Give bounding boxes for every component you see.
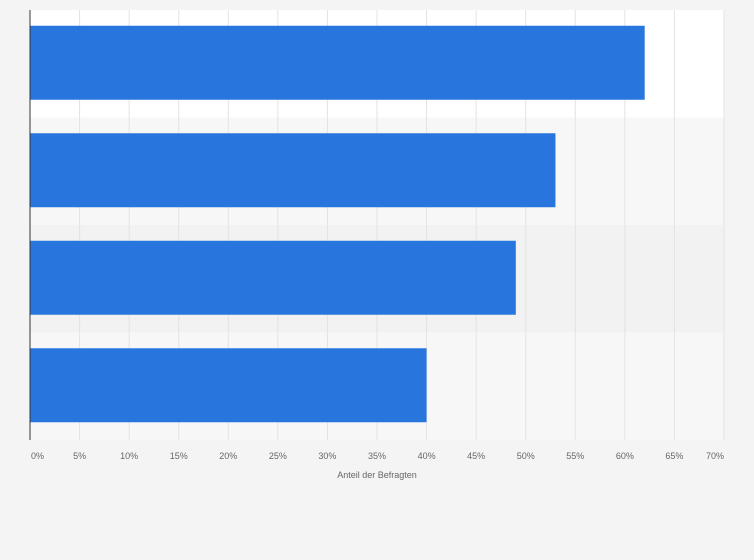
- bar[interactable]: [30, 348, 427, 423]
- x-tick-label: 60%: [616, 451, 634, 461]
- bar[interactable]: [30, 133, 556, 208]
- x-tick-label: 15%: [170, 451, 188, 461]
- x-tick-label: 40%: [418, 451, 436, 461]
- x-tick-label: 5%: [73, 451, 86, 461]
- x-tick-label: 0%: [31, 451, 44, 461]
- bar[interactable]: [30, 240, 516, 315]
- x-tick-label: 10%: [120, 451, 138, 461]
- x-tick-label: 20%: [219, 451, 237, 461]
- x-tick-label: 70%: [706, 451, 724, 461]
- x-tick-label: 35%: [368, 451, 386, 461]
- x-tick-label: 65%: [665, 451, 683, 461]
- x-tick-label: 50%: [517, 451, 535, 461]
- x-tick-label: 55%: [566, 451, 584, 461]
- x-tick-label: 30%: [318, 451, 336, 461]
- x-tick-label: 25%: [269, 451, 287, 461]
- x-tick-label: 45%: [467, 451, 485, 461]
- bar-series: [30, 25, 645, 423]
- x-axis-title: Anteil der Befragten: [337, 470, 417, 480]
- x-axis-tick-labels: 0% 5% 10% 15% 20% 25% 30% 35% 40% 45% 50% 55% 60% 65%…: [31, 451, 724, 461]
- bar[interactable]: [30, 25, 645, 100]
